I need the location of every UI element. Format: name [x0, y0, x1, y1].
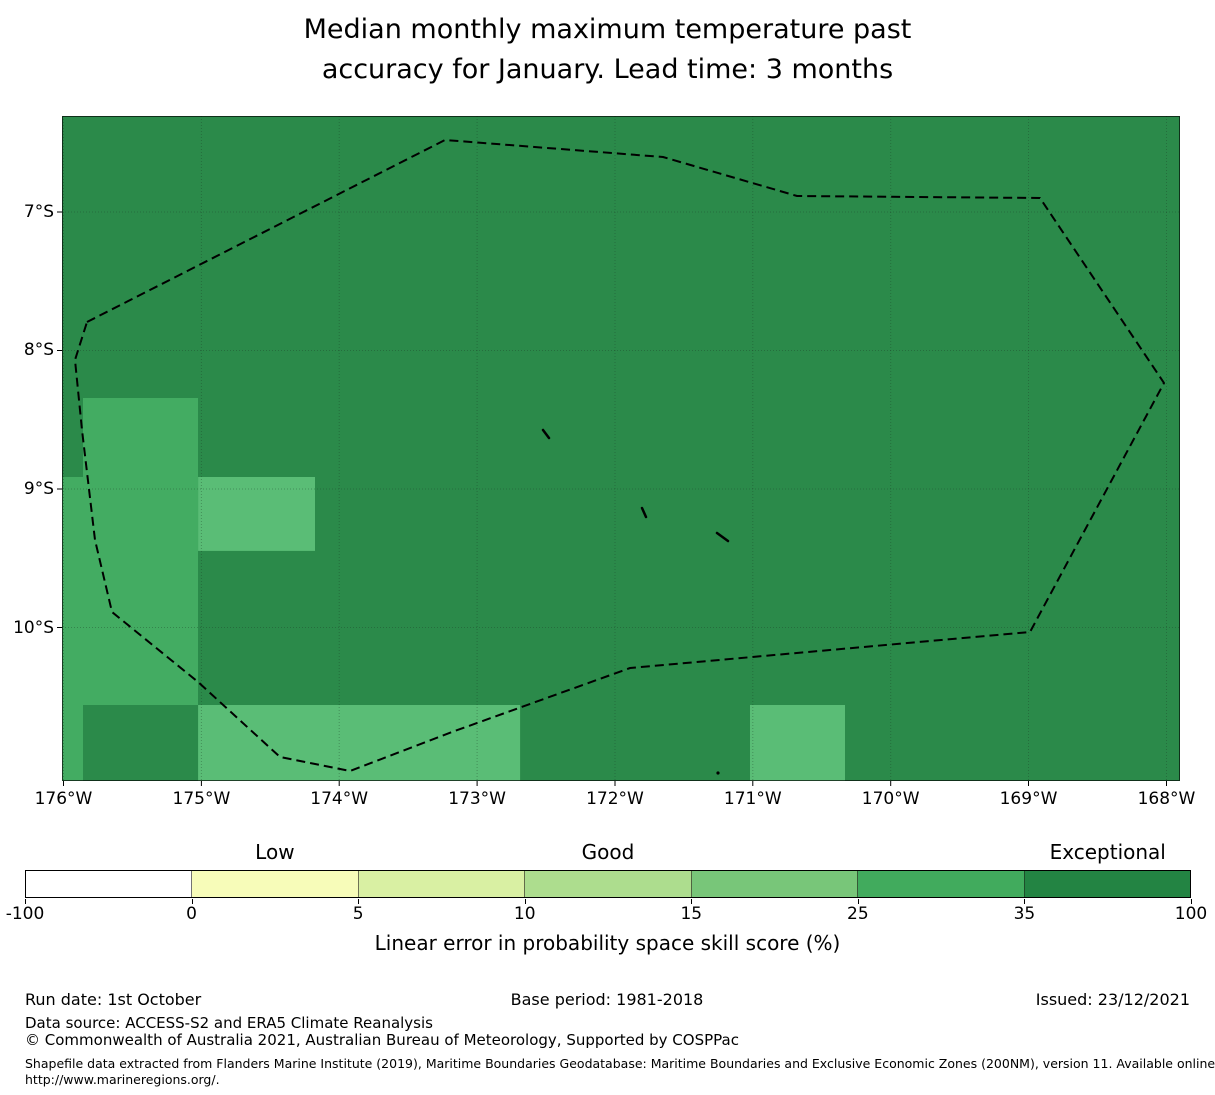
colorbar-group-label-good: Good — [581, 840, 635, 864]
colorbar-tick-mark — [1191, 899, 1192, 904]
colorbar — [25, 870, 1191, 898]
latitude-tick-label: 9°S — [23, 478, 54, 499]
island-mark — [716, 771, 720, 775]
map-background — [62, 116, 1180, 781]
latitude-tick-label: 10°S — [13, 617, 54, 638]
colorbar-segment-0-to-5 — [192, 871, 359, 897]
longitude-tick-label: 175°W — [172, 789, 231, 809]
colorbar-segment-10-to-15 — [525, 871, 692, 897]
longitude-tick-label: 172°W — [586, 789, 644, 809]
skill-cell — [198, 705, 521, 781]
colorbar-tick-label: 35 — [1013, 904, 1036, 924]
figure-title: Median monthly maximum temperature past … — [0, 10, 1215, 90]
colorbar-tick-mark — [191, 899, 193, 904]
colorbar-segment-5-to-10 — [358, 871, 526, 897]
colorbar-group-label-low: Low — [255, 840, 295, 864]
title-line-2: accuracy for January. Lead time: 3 month… — [321, 54, 894, 85]
colorbar-segment-15-to-25 — [691, 871, 859, 897]
colorbar-tick-label: 0 — [186, 904, 197, 924]
colorbar-tick-mark — [358, 899, 360, 904]
longitude-tick-label: 168°W — [1137, 789, 1196, 809]
shapefile-note-line-2: http://www.marineregions.org/. — [25, 1072, 220, 1087]
latitude-tick-label: 7°S — [23, 202, 54, 223]
colorbar-caption: Linear error in probability space skill … — [374, 931, 841, 955]
island-mark — [640, 506, 648, 519]
colorbar-tick-mark — [524, 899, 526, 904]
skill-cell — [62, 477, 83, 781]
eez-boundary — [74, 139, 1165, 772]
map-plot — [57, 116, 1180, 786]
longitude-tick-label: 169°W — [999, 789, 1058, 809]
colorbar-tick-label: 15 — [680, 904, 703, 924]
island-mark — [715, 531, 730, 543]
longitude-tick-label: 176°W — [34, 789, 93, 809]
colorbar-tick-mark — [691, 899, 693, 904]
skill-cell — [750, 705, 845, 781]
colorbar-tick-label: 5 — [352, 904, 364, 924]
colorbar-tick-mark — [25, 899, 26, 904]
colorbar-tick-mark — [1024, 899, 1026, 904]
meta-row: Run date: 1st October Base period: 1981-… — [0, 990, 1215, 1010]
run-date-label: Run date: 1st October — [25, 990, 202, 1009]
colorbar-segment--100-to-0 — [26, 871, 193, 897]
longitude-tick-label: 173°W — [448, 789, 506, 809]
colorbar-tick-label: 100 — [1174, 904, 1208, 924]
map-canvas — [57, 116, 1180, 786]
colorbar-tick-mark — [857, 899, 859, 904]
colorbar-group-label-exceptional: Exceptional — [1049, 840, 1166, 864]
longitude-tick-label: 171°W — [723, 789, 782, 809]
longitude-tick-label: 170°W — [861, 789, 920, 809]
copyright-label: © Commonwealth of Australia 2021, Austra… — [25, 1031, 739, 1049]
issued-label: Issued: 23/12/2021 — [1035, 990, 1190, 1009]
latitude-tick-label: 8°S — [23, 340, 54, 361]
colorbar-segment-25-to-35 — [858, 871, 1025, 897]
skill-cell — [83, 398, 198, 705]
colorbar-segment-35-to-100 — [1024, 871, 1190, 897]
colorbar-tick-label: 10 — [513, 904, 536, 924]
data-source-label: Data source: ACCESS-S2 and ERA5 Climate … — [25, 1014, 433, 1032]
base-period-label: Base period: 1981-2018 — [510, 990, 704, 1009]
longitude-tick-label: 174°W — [310, 789, 369, 809]
skill-cell — [198, 477, 315, 551]
colorbar-tick-label: -100 — [5, 904, 45, 924]
shapefile-note-line-1: Shapefile data extracted from Flanders M… — [25, 1056, 1215, 1071]
colorbar-tick-label: 25 — [847, 904, 869, 924]
island-mark — [541, 428, 551, 440]
title-line-1: Median monthly maximum temperature past — [303, 14, 912, 45]
plot-frame — [62, 116, 1180, 781]
